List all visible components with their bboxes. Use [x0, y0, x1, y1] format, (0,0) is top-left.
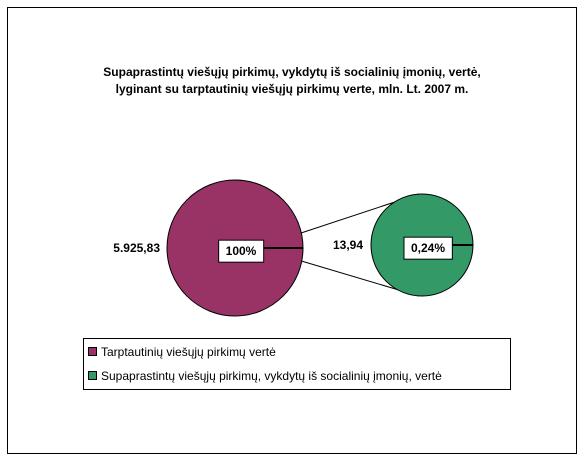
value-label: 13,94 [333, 238, 363, 252]
percent-box [218, 239, 265, 263]
chart-title: Supaprastintų viešųjų pirkimų, vykdytų i… [103, 65, 480, 79]
legend [83, 338, 511, 390]
legend-swatch [88, 371, 97, 380]
percent-label: 100% [226, 244, 257, 258]
legend-label: Supaprastintų viešųjų pirkimų, vykdytų i… [101, 369, 442, 383]
percent-label: 0,24% [411, 241, 445, 255]
legend-swatch [88, 347, 97, 356]
chart-title: lyginant su tarptautinių viešųjų pirkimų… [116, 82, 469, 96]
value-label: 5.925,83 [113, 241, 160, 255]
percent-box [403, 236, 453, 260]
legend-label: Tarptautinių viešųjų pirkimų vertė [101, 345, 276, 359]
